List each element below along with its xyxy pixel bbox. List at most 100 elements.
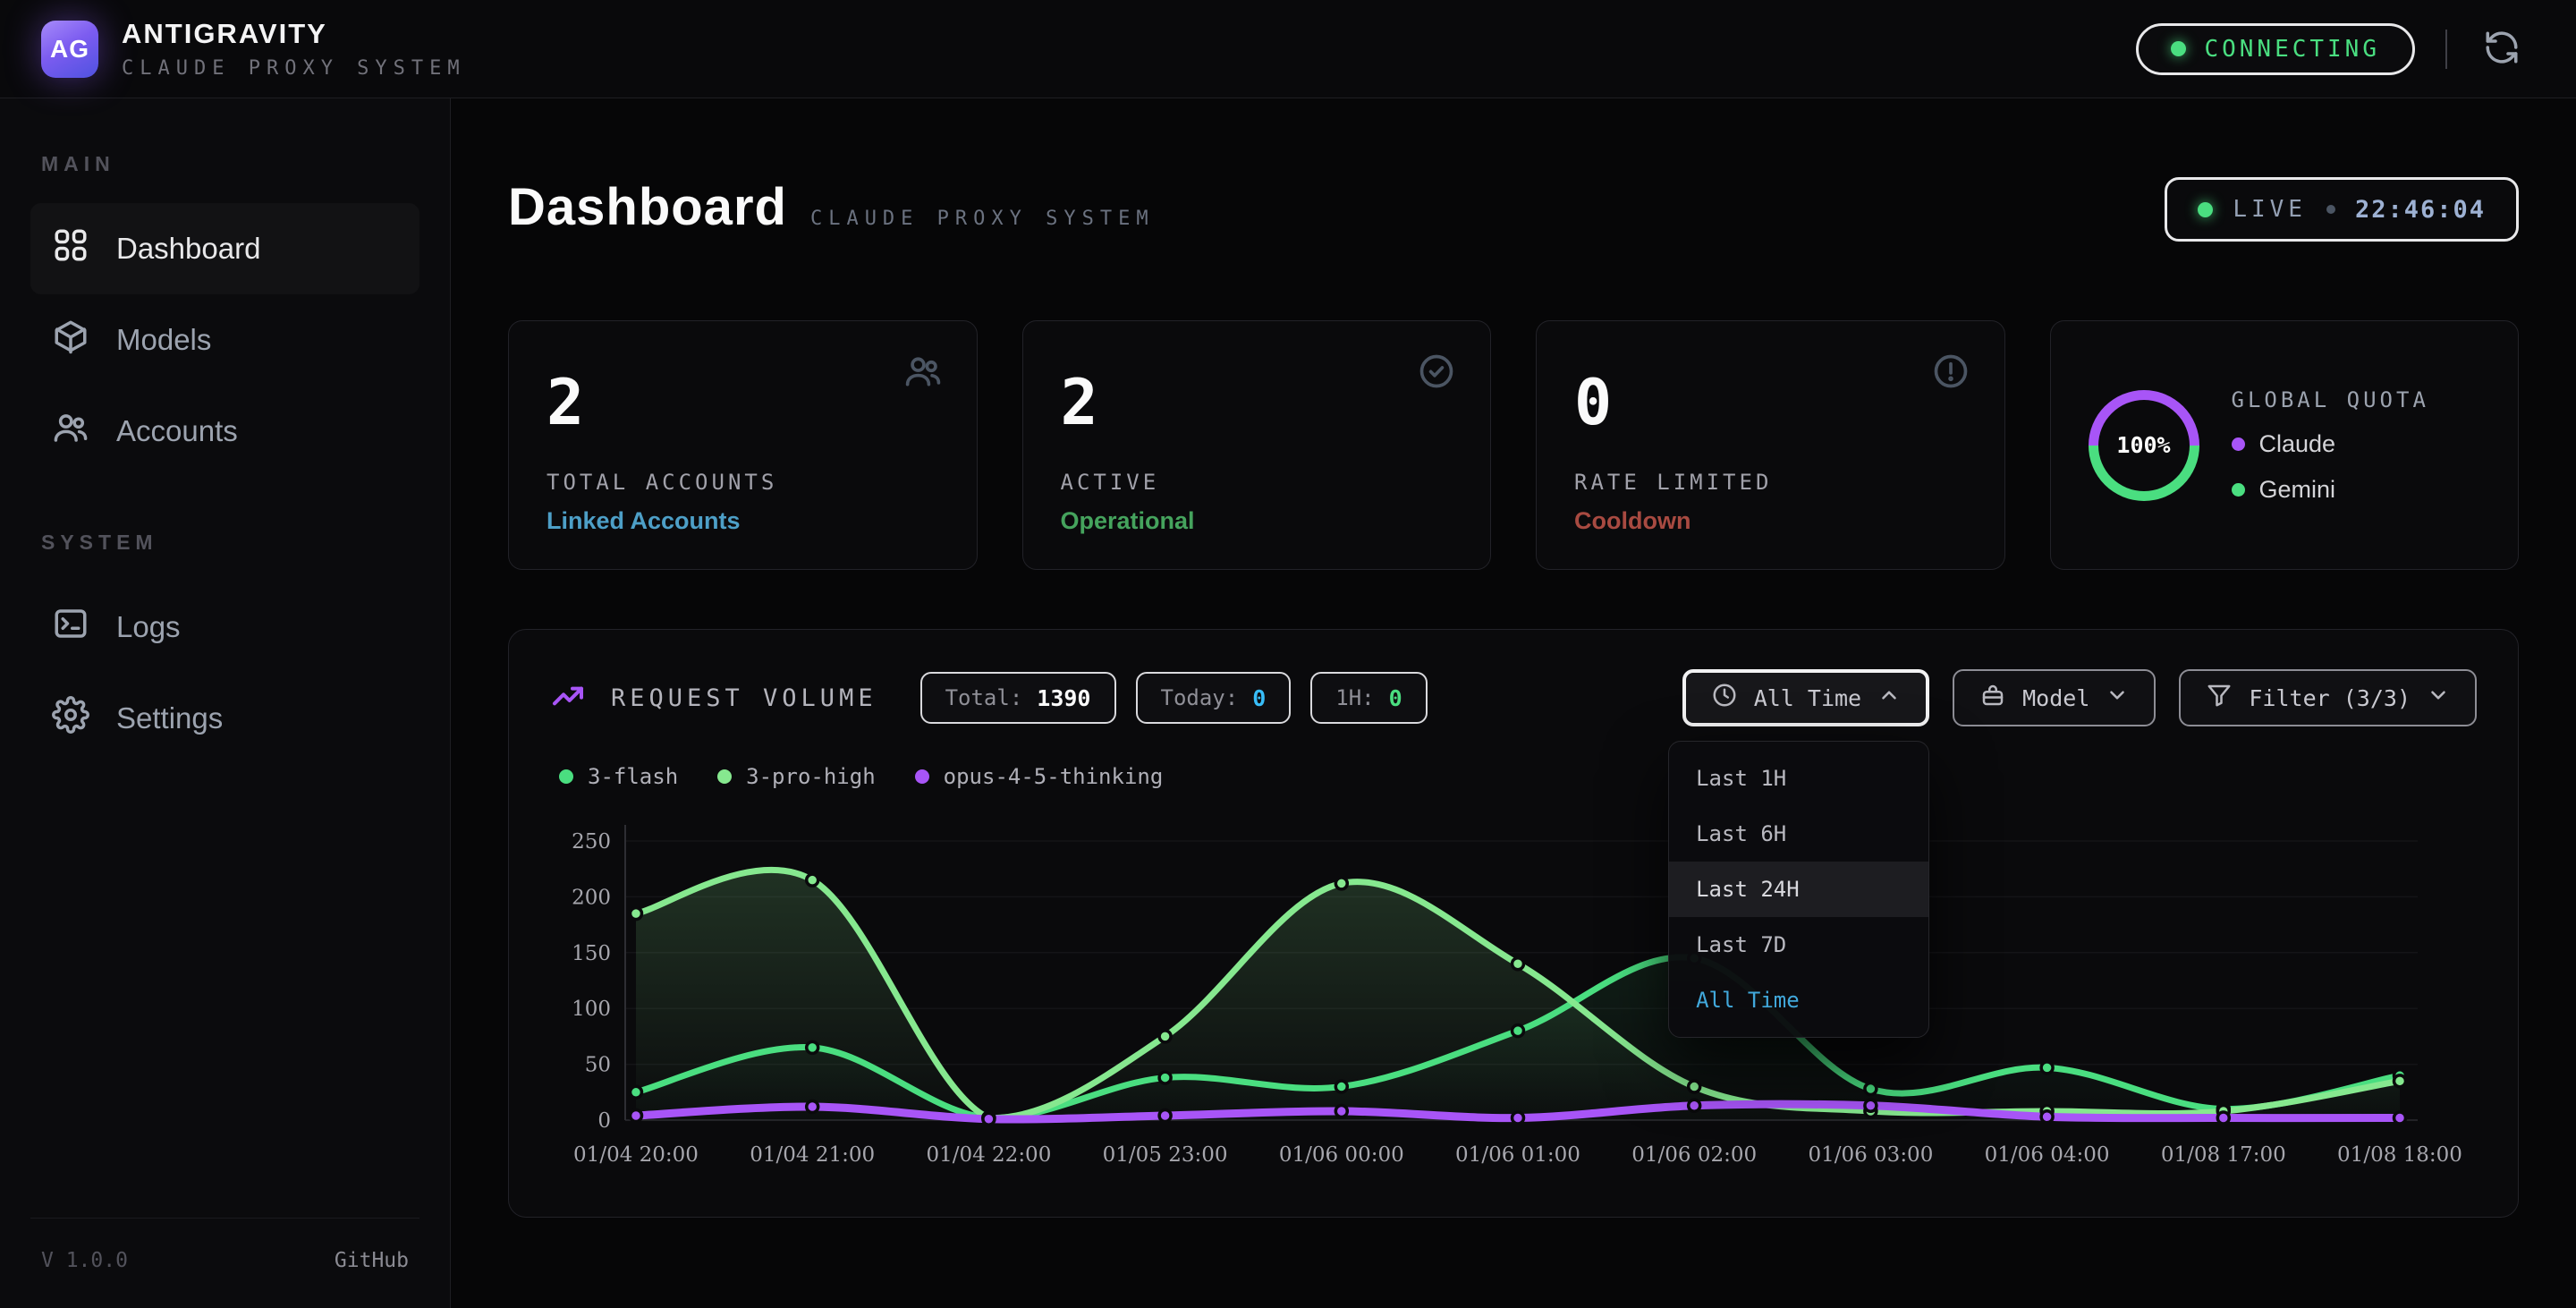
x-tick-label: 01/08 18:00: [2337, 1143, 2462, 1167]
chart-title: REQUEST VOLUME: [611, 684, 877, 712]
filter-funnel-icon: [2206, 682, 2233, 714]
live-status-badge: LIVE 22:46:04: [2165, 177, 2519, 242]
stat-label: RATE LIMITED: [1574, 470, 1967, 495]
x-tick-label: 01/06 01:00: [1455, 1143, 1580, 1167]
legend-item-opus-4-5-thinking[interactable]: opus-4-5-thinking: [915, 764, 1164, 789]
sidebar-item-logs[interactable]: Logs: [30, 582, 419, 673]
time-range-menu: Last 1H Last 6H Last 24H Last 7D All Tim…: [1668, 741, 1929, 1038]
top-header: AG ANTIGRAVITY CLAUDE PROXY SYSTEM CONNE…: [0, 0, 2576, 98]
sidebar-section-main: MAIN: [41, 152, 419, 176]
gear-icon: [52, 696, 89, 741]
stat-sublabel: Operational: [1061, 507, 1453, 535]
quota-legend-label: Gemini: [2259, 476, 2336, 504]
clock-icon: [1711, 682, 1738, 714]
quota-ring-chart: 100%: [2089, 390, 2199, 501]
quota-title: GLOBAL QUOTA: [2232, 387, 2429, 412]
sidebar-item-accounts[interactable]: Accounts: [30, 386, 419, 477]
sidebar-item-dashboard[interactable]: Dashboard: [30, 203, 419, 294]
chart-point: [1513, 1112, 1524, 1124]
model-icon: [1979, 682, 2006, 714]
chart-point: [1689, 1100, 1700, 1111]
x-tick-label: 01/06 03:00: [1808, 1143, 1933, 1167]
chart-point: [1335, 1081, 1347, 1092]
app-subtitle: CLAUDE PROXY SYSTEM: [122, 57, 466, 80]
legend-label: opus-4-5-thinking: [944, 764, 1164, 789]
github-link[interactable]: GitHub: [335, 1249, 409, 1272]
menu-item-last-1h[interactable]: Last 1H: [1669, 751, 1928, 806]
stat-label: ACTIVE: [1061, 470, 1453, 495]
chart-legend: 3-flash 3-pro-high opus-4-5-thinking: [559, 764, 2477, 789]
menu-item-all-time[interactable]: All Time: [1669, 973, 1928, 1028]
chart-point: [1159, 1072, 1171, 1083]
y-tick-label: 50: [585, 1054, 611, 1077]
chart-point: [1335, 1106, 1347, 1117]
x-tick-label: 01/06 04:00: [1985, 1143, 2110, 1167]
hour-requests-badge: 1H: 0: [1310, 672, 1427, 724]
separator-dot-icon: [2326, 205, 2335, 214]
y-tick-label: 200: [572, 886, 611, 909]
chart-point: [2041, 1111, 2053, 1123]
quota-legend-gemini: Gemini: [2232, 476, 2429, 504]
y-tick-label: 150: [572, 942, 611, 965]
cube-icon: [52, 318, 89, 362]
filter-dropdown-button[interactable]: Filter (3/3): [2179, 669, 2477, 726]
stat-card-rate-limited: 0 RATE LIMITED Cooldown: [1536, 320, 2005, 570]
refresh-button[interactable]: [2478, 23, 2526, 74]
users-icon: [903, 352, 943, 395]
chart-point: [1865, 1083, 1877, 1095]
quota-percent: 100%: [2116, 432, 2170, 458]
chart-point: [2394, 1112, 2406, 1124]
model-dropdown-button[interactable]: Model: [1953, 669, 2156, 726]
sidebar-item-settings[interactable]: Settings: [30, 673, 419, 764]
claude-dot-icon: [2232, 437, 2245, 451]
chart-point: [631, 1086, 642, 1098]
model-button-label: Model: [2022, 685, 2089, 711]
chart-point: [807, 1101, 818, 1113]
x-tick-label: 01/08 17:00: [2161, 1143, 2286, 1167]
sidebar-item-label: Logs: [116, 610, 181, 644]
badge-value: 1390: [1037, 685, 1090, 711]
gemini-dot-icon: [2232, 483, 2245, 497]
header-divider: [2445, 30, 2447, 69]
chart-point: [1513, 1025, 1524, 1037]
page-title: Dashboard: [508, 177, 787, 237]
users-icon: [52, 409, 89, 454]
y-tick-label: 0: [597, 1109, 611, 1133]
sidebar-item-label: Models: [116, 323, 211, 357]
chart-point: [1689, 1081, 1700, 1092]
app-title: ANTIGRAVITY: [122, 18, 466, 50]
trending-up-icon: [550, 678, 586, 718]
legend-dot-icon: [717, 769, 732, 784]
chart-point: [2217, 1112, 2229, 1124]
status-dot-icon: [2171, 41, 2186, 56]
chart-point: [1865, 1100, 1877, 1111]
sidebar-item-label: Accounts: [116, 414, 238, 448]
menu-item-last-24h[interactable]: Last 24H: [1669, 862, 1928, 917]
x-tick-label: 01/05 23:00: [1103, 1143, 1228, 1167]
sidebar-item-models[interactable]: Models: [30, 294, 419, 386]
stat-card-active: 2 ACTIVE Operational: [1022, 320, 1492, 570]
time-range-dropdown-button[interactable]: All Time: [1682, 669, 1929, 726]
x-tick-label: 01/04 21:00: [750, 1143, 875, 1167]
y-tick-label: 100: [572, 998, 611, 1021]
menu-item-last-7d[interactable]: Last 7D: [1669, 917, 1928, 973]
legend-item-3-pro-high[interactable]: 3-pro-high: [717, 764, 876, 789]
today-requests-badge: Today: 0: [1136, 672, 1292, 724]
grid-icon: [52, 226, 89, 271]
app-logo: AG: [41, 21, 98, 78]
badge-label: Total:: [945, 685, 1023, 710]
chart-point: [631, 1110, 642, 1122]
menu-item-last-6h[interactable]: Last 6H: [1669, 806, 1928, 862]
badge-label: 1H:: [1335, 685, 1374, 710]
badge-value: 0: [1389, 685, 1402, 711]
stat-card-total-accounts: 2 TOTAL ACCOUNTS Linked Accounts: [508, 320, 978, 570]
legend-label: 3-flash: [588, 764, 678, 789]
stat-sublabel: Linked Accounts: [547, 507, 939, 535]
filter-button-label: Filter (3/3): [2249, 685, 2411, 711]
legend-item-3-flash[interactable]: 3-flash: [559, 764, 678, 789]
quota-legend-label: Claude: [2259, 430, 2336, 458]
chart-point: [2394, 1075, 2406, 1087]
stat-value: 0: [1574, 366, 1967, 439]
chart-point: [2041, 1062, 2053, 1074]
stat-card-global-quota: 100% GLOBAL QUOTA Claude Gemini: [2050, 320, 2520, 570]
